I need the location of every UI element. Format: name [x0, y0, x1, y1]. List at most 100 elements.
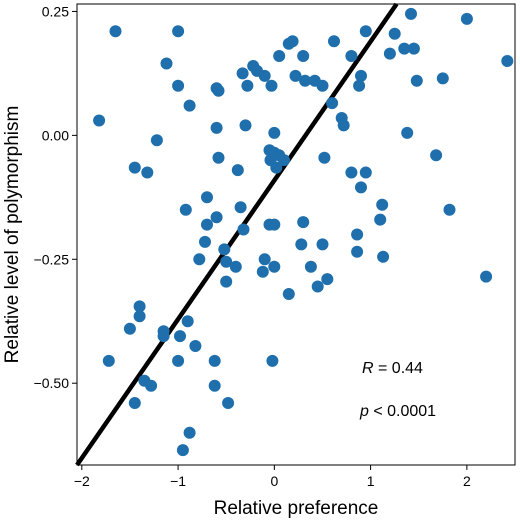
x-tick-label: 1 — [367, 473, 375, 489]
data-point — [304, 260, 317, 273]
data-point — [270, 161, 283, 174]
data-point — [351, 228, 364, 241]
data-point — [218, 243, 231, 256]
data-point — [189, 340, 202, 352]
data-point — [480, 270, 493, 283]
data-point — [328, 35, 340, 48]
data-point — [93, 114, 106, 127]
data-point — [176, 444, 189, 457]
data-point — [337, 119, 350, 132]
data-point — [430, 149, 443, 162]
y-tick-label: 0.00 — [42, 127, 69, 143]
data-point — [193, 253, 206, 266]
y-tick-label: −0.50 — [34, 375, 70, 391]
data-point — [316, 79, 329, 92]
data-point — [234, 201, 247, 214]
data-point — [436, 72, 449, 85]
data-point — [265, 79, 278, 92]
data-point — [407, 42, 420, 55]
data-point — [212, 151, 225, 164]
data-point — [353, 79, 366, 92]
data-point — [443, 203, 456, 216]
data-point — [383, 47, 396, 60]
data-point — [183, 426, 196, 439]
data-point — [501, 55, 514, 67]
y-axis-ticks: −0.50 −0.25 0.00 0.25 — [34, 3, 77, 391]
regression-line — [75, 2, 399, 467]
data-point — [258, 253, 271, 266]
data-point — [376, 198, 389, 211]
x-tick-label: 0 — [270, 473, 278, 489]
data-point — [268, 260, 281, 273]
data-point — [401, 126, 414, 139]
x-tick-label: −2 — [74, 473, 90, 489]
data-point — [405, 7, 417, 20]
data-point — [282, 288, 295, 300]
data-point — [410, 74, 423, 87]
data-point — [199, 235, 211, 248]
data-point — [258, 69, 271, 82]
data-point — [398, 42, 411, 55]
data-point — [460, 12, 473, 25]
data-point — [128, 397, 141, 409]
data-point — [256, 265, 269, 278]
data-point — [210, 211, 223, 224]
x-tick-label: −1 — [170, 473, 186, 489]
data-point — [183, 99, 196, 112]
data-point — [345, 166, 358, 179]
data-point — [160, 57, 173, 70]
data-point — [208, 354, 221, 367]
p-value: < 0.0001 — [369, 403, 436, 420]
data-point — [318, 151, 331, 164]
plot-frame — [76, 3, 516, 466]
data-point — [239, 119, 252, 132]
data-point — [388, 27, 401, 40]
data-point — [359, 166, 372, 179]
data-point — [297, 50, 310, 62]
data-point — [212, 84, 225, 97]
y-tick-label: −0.25 — [34, 251, 70, 267]
data-point — [109, 25, 122, 38]
x-axis-label: Relative preference — [214, 498, 379, 519]
x-tick-label: 2 — [463, 473, 471, 489]
y-tick-label: 0.25 — [42, 3, 69, 19]
data-point — [351, 245, 364, 258]
data-point — [286, 35, 299, 48]
data-point — [220, 255, 233, 268]
data-point — [179, 203, 192, 216]
data-point — [377, 250, 390, 263]
data-point — [201, 218, 213, 231]
data-point — [172, 354, 185, 367]
p-symbol: p — [359, 403, 369, 420]
data-point — [297, 216, 310, 229]
data-point — [229, 260, 242, 273]
data-point — [172, 79, 185, 92]
data-point — [141, 166, 154, 179]
data-point — [237, 223, 250, 236]
fit-line-layer — [75, 2, 399, 467]
data-point — [220, 275, 233, 288]
data-point — [174, 330, 186, 343]
data-point — [278, 154, 290, 167]
data-point — [102, 354, 115, 367]
data-point — [150, 134, 163, 147]
data-point — [145, 379, 158, 392]
data-point — [123, 322, 136, 335]
data-points — [93, 7, 514, 457]
data-point — [316, 238, 329, 251]
r-symbol: R — [362, 360, 374, 377]
data-point — [157, 330, 170, 343]
data-point — [345, 50, 358, 62]
data-point — [359, 25, 372, 38]
data-point — [181, 315, 194, 328]
data-point — [266, 354, 279, 367]
data-point — [355, 181, 367, 194]
data-point — [326, 97, 339, 110]
data-point — [355, 69, 367, 82]
data-point — [133, 310, 146, 323]
data-point — [268, 218, 281, 231]
y-axis-label: Relative level of polymorphism — [2, 106, 23, 364]
r-value: = 0.44 — [374, 360, 423, 377]
data-point — [295, 238, 308, 251]
